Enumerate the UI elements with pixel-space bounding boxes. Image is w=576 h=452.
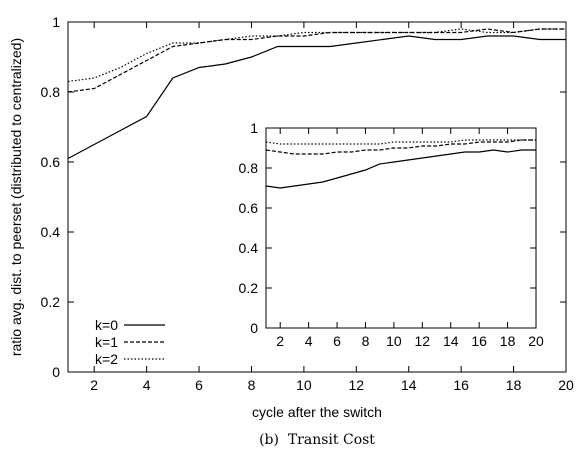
main-x-tick-label: 20	[558, 377, 574, 393]
main-x-tick-label: 14	[401, 377, 417, 393]
main-x-tick-label: 16	[453, 377, 469, 393]
main-y-tick-label: 0	[52, 364, 60, 380]
main-y-tick-label: 0.2	[41, 294, 61, 310]
inset-x-tick-label: 16	[471, 333, 487, 349]
inset-series-line-k0	[265, 149, 536, 189]
inset-x-tick-label: 20	[528, 333, 544, 349]
main-y-tick-label: 0.6	[41, 154, 61, 170]
legend: k=0k=1k=2	[95, 317, 165, 367]
inset-plot-frame	[265, 127, 537, 329]
main-x-tick-label: 10	[296, 377, 312, 393]
main-series-line-k0	[67, 35, 566, 160]
main-x-tick-label: 8	[248, 377, 256, 393]
inset-series-line-k1	[265, 139, 536, 155]
inset-x-tick-label: 8	[362, 333, 370, 349]
inset-x-tick-label: 14	[443, 333, 459, 349]
inset-y-tick-label: 0	[250, 320, 258, 336]
inset-x-tick-label: 6	[333, 333, 341, 349]
inset-x-tick-label: 4	[305, 333, 313, 349]
main-x-tick-label: 2	[90, 377, 98, 393]
inset-series-line-k2	[265, 139, 536, 145]
main-x-tick-label: 12	[349, 377, 365, 393]
inset-plot: 00.20.40.60.812 4 6 8 10 12 14 16 18 20	[239, 120, 544, 349]
inset-x-tick-label: 12	[415, 333, 431, 349]
inset-y-tick-label: 0.8	[239, 160, 259, 176]
legend-label-k2: k=2	[95, 351, 118, 367]
inset-y-tick-label: 1	[250, 120, 258, 136]
legend-label-k0: k=0	[95, 317, 118, 333]
main-x-tick-label: 4	[143, 377, 151, 393]
main-y-tick-label: 0.8	[41, 84, 61, 100]
main-x-tick-label: 18	[506, 377, 522, 393]
inset-y-tick-label: 0.4	[239, 240, 259, 256]
figure-caption: (b) Transit Cost	[259, 432, 375, 448]
inset-x-tick-label: 10	[386, 333, 402, 349]
inset-x-tick-label: 2	[276, 333, 284, 349]
inset-y-tick-label: 0.6	[239, 200, 259, 216]
inset-y-tick-label: 0.2	[239, 280, 259, 296]
x-axis-label: cycle after the switch	[252, 404, 382, 420]
main-series-line-k1	[67, 28, 566, 93]
legend-label-k1: k=1	[95, 334, 118, 350]
main-y-tick-label: 0.4	[41, 224, 61, 240]
main-x-tick-label: 6	[195, 377, 203, 393]
inset-x-tick-label: 18	[500, 333, 516, 349]
y-axis-label: ratio avg. dist. to peerset (distributed…	[8, 38, 24, 356]
main-series-line-k2	[67, 28, 566, 83]
main-y-tick-label: 1	[52, 14, 60, 30]
